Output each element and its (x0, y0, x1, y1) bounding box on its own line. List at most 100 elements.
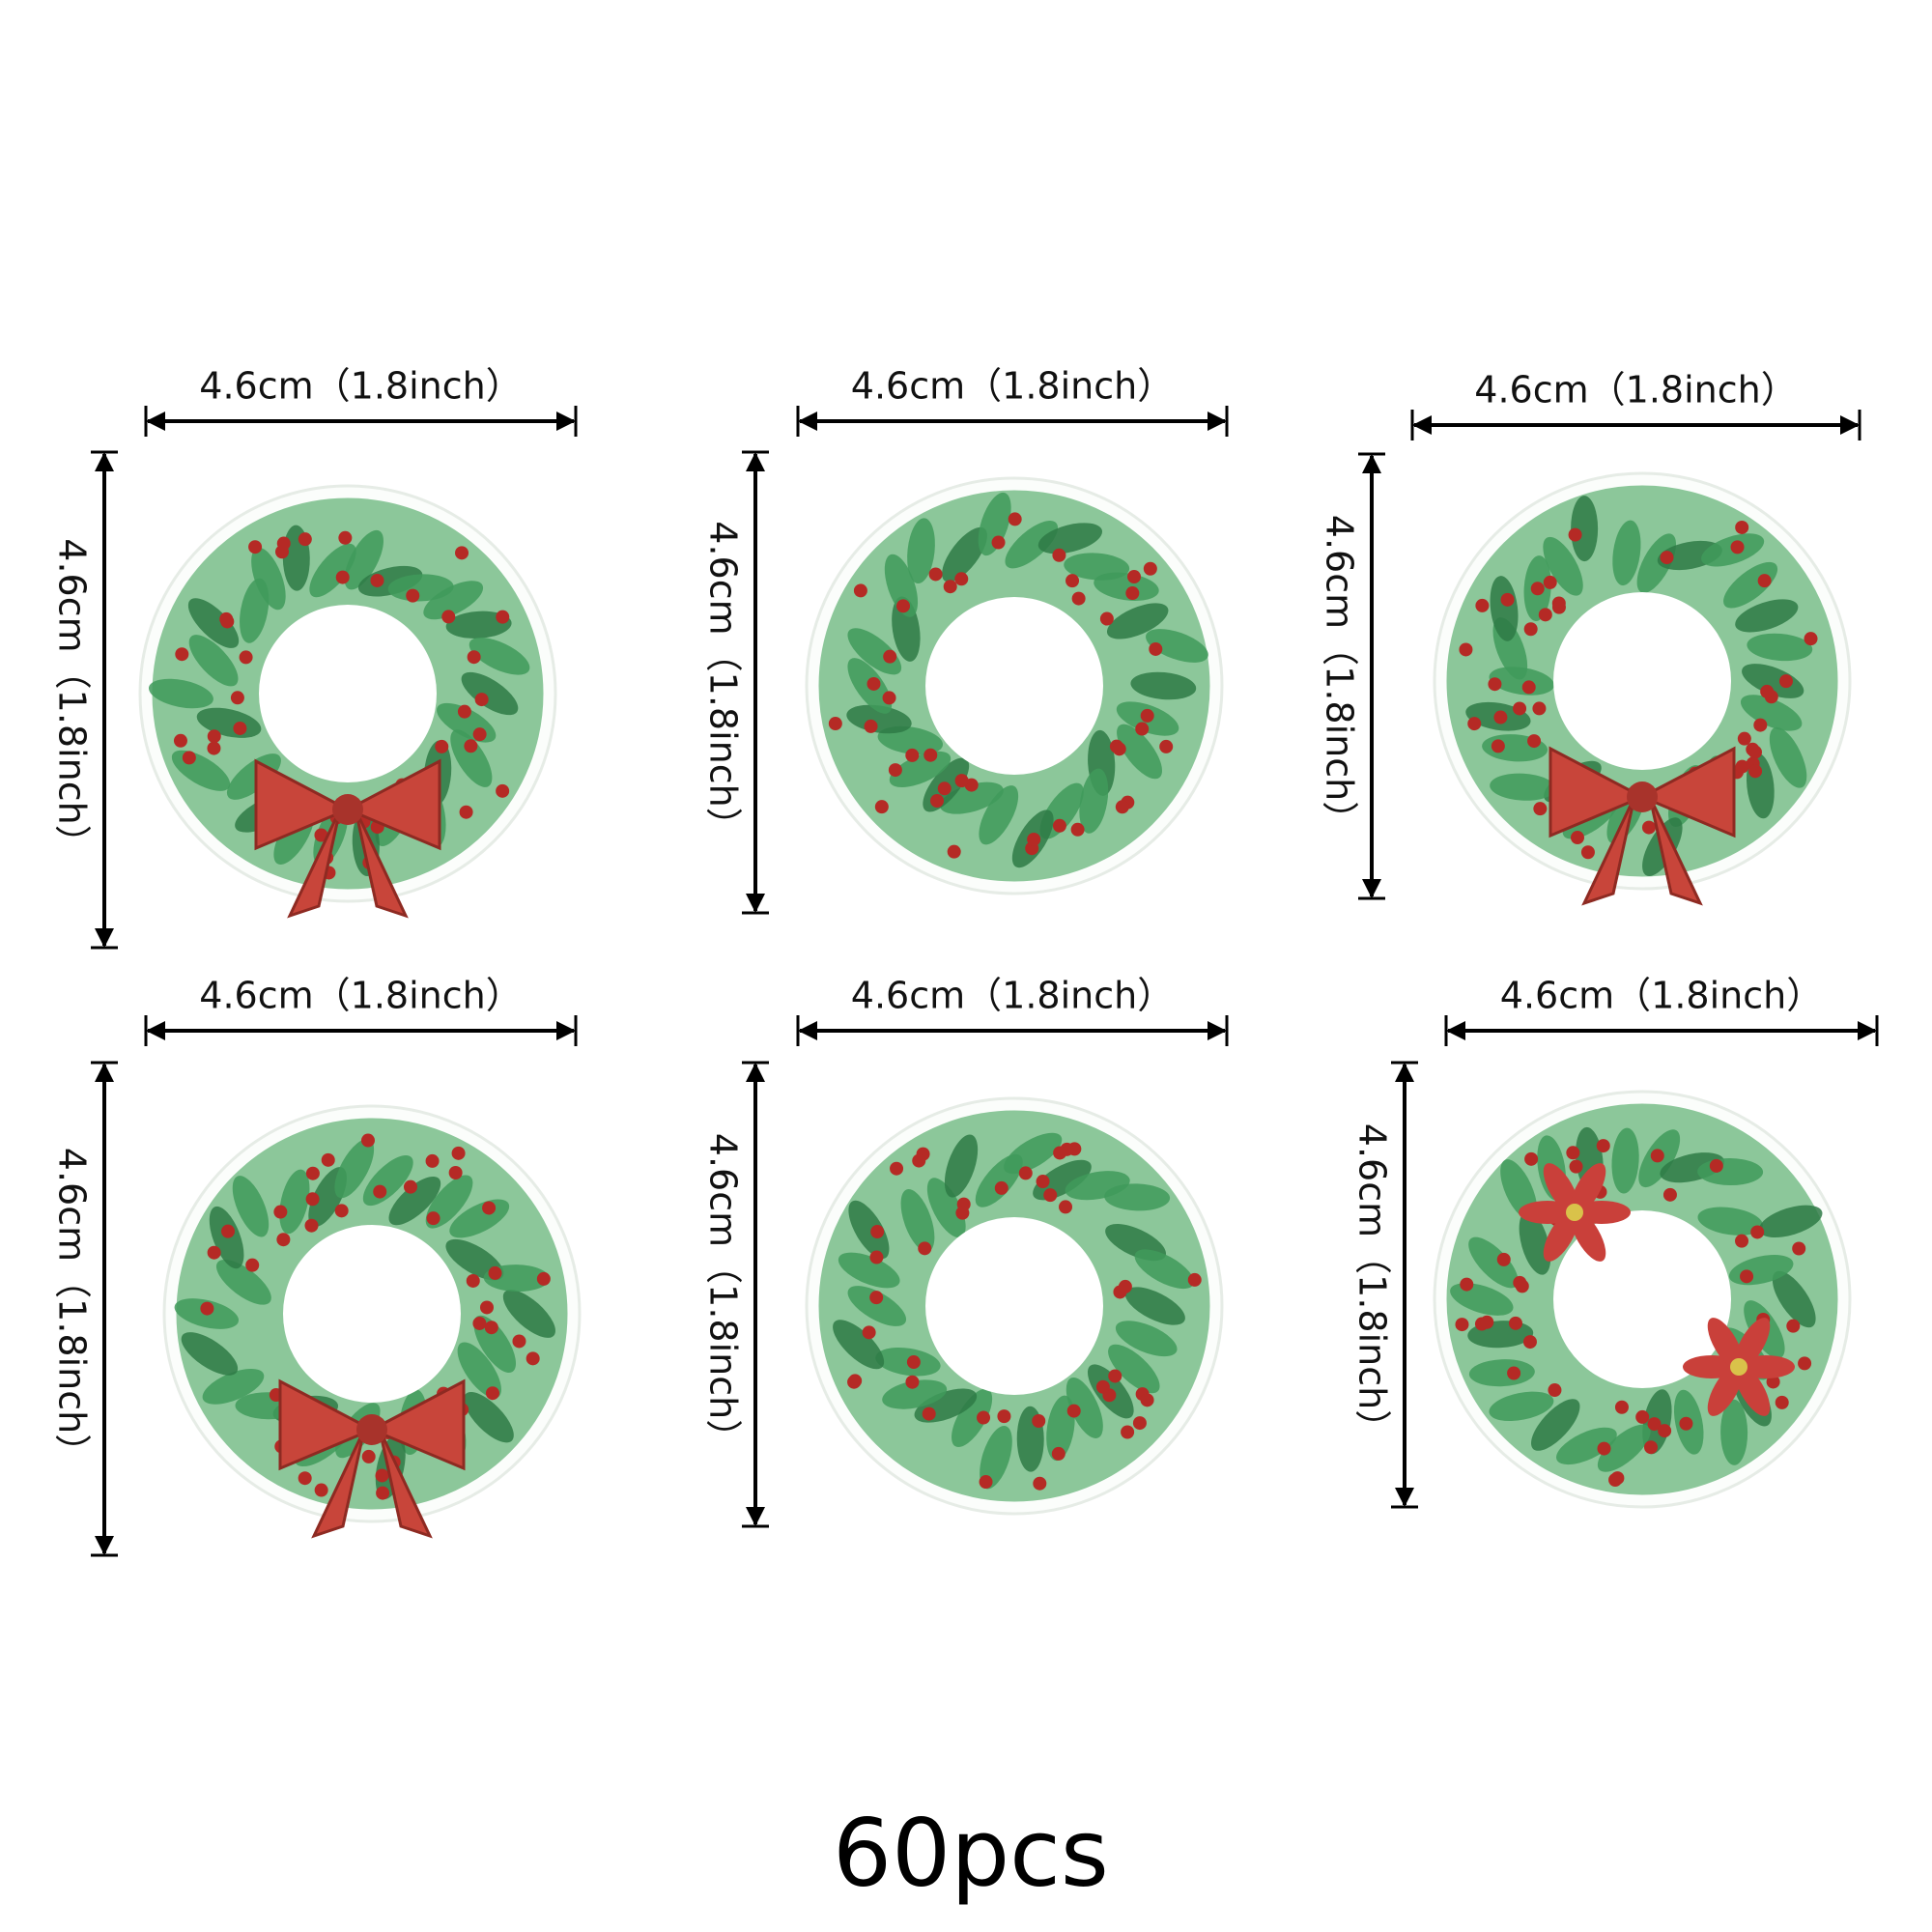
leaf (1720, 1399, 1748, 1465)
height-label: 4.6cm（1.8inch） (702, 521, 745, 843)
berry (298, 1471, 312, 1486)
leaf (502, 1290, 555, 1338)
berry (314, 828, 328, 842)
berry (474, 693, 489, 707)
berry (233, 721, 247, 735)
leaf (469, 638, 530, 675)
berry (1597, 1441, 1611, 1456)
leaf (181, 1332, 239, 1376)
berry (955, 1206, 970, 1220)
berry (335, 570, 350, 584)
berry (1125, 586, 1140, 601)
berry (1735, 1234, 1749, 1248)
berry (923, 748, 938, 762)
berry (173, 733, 187, 748)
wreath (162, 1104, 582, 1539)
leaf (1740, 695, 1803, 731)
leaf (1772, 1270, 1816, 1328)
leaf (1130, 671, 1197, 700)
leaf (344, 529, 384, 590)
berry (273, 1205, 288, 1219)
berry (451, 1146, 466, 1160)
berry (1662, 1187, 1677, 1202)
caption: 60pcs (833, 1799, 1109, 1907)
bow-knot (356, 1414, 387, 1445)
leaf (1543, 536, 1583, 596)
berry (314, 1483, 328, 1497)
berry (1757, 574, 1772, 588)
berry (1036, 1175, 1050, 1189)
leaf (457, 1342, 501, 1399)
berry (360, 1133, 375, 1148)
berry (1521, 680, 1536, 695)
leaf (1134, 1249, 1194, 1290)
leaf (1468, 1359, 1535, 1387)
leaf (1094, 572, 1159, 601)
leaf (1489, 1391, 1554, 1422)
berry (1778, 674, 1793, 689)
berry (1766, 1375, 1780, 1389)
berry (484, 1321, 498, 1335)
berry (1143, 561, 1157, 576)
poinsettia-petal (1734, 1364, 1771, 1416)
berry (1523, 622, 1538, 637)
leaf (907, 518, 935, 584)
berry (496, 783, 510, 798)
berry (1149, 641, 1163, 656)
bow (254, 758, 441, 851)
berry (1804, 632, 1818, 646)
berry (1459, 642, 1473, 657)
berry (1127, 570, 1142, 584)
leaf (187, 598, 240, 648)
berry (991, 535, 1006, 550)
berry (1522, 1335, 1537, 1350)
berry (888, 763, 902, 778)
berry (304, 1218, 319, 1233)
leaf (279, 1169, 310, 1235)
berry (1798, 1356, 1812, 1371)
berry (536, 1271, 551, 1286)
sticker-item: 4.6cm（1.8inch） 4.6cm（1.8inch） (1319, 369, 1861, 906)
wreath-center (259, 605, 437, 782)
sticker-item: 4.6cm（1.8inch） 4.6cm（1.8inch） (51, 975, 582, 1557)
leaf (1735, 599, 1799, 633)
leaf (1490, 576, 1519, 641)
leaf (944, 1134, 979, 1198)
leaf (1108, 1344, 1160, 1394)
berry (1121, 1425, 1135, 1439)
leaf (215, 1259, 271, 1305)
leaf (1106, 603, 1169, 639)
berry (1543, 575, 1557, 589)
leaf (445, 611, 512, 639)
berry (905, 748, 920, 762)
leaf (1758, 1205, 1823, 1238)
leaf (226, 753, 281, 800)
berry (1748, 764, 1763, 779)
berry (930, 793, 945, 808)
berry (1641, 820, 1656, 835)
leaf (926, 1178, 966, 1238)
berry (883, 649, 897, 664)
berry (435, 739, 449, 753)
leaf (202, 1368, 265, 1405)
leaf (450, 729, 493, 787)
leaf (942, 526, 987, 582)
berry (1740, 1269, 1754, 1284)
height-label: 4.6cm（1.8inch） (1351, 1123, 1394, 1446)
leaf (979, 785, 1019, 845)
berry (1052, 548, 1066, 562)
berry (1730, 540, 1745, 554)
leaf (1065, 1378, 1103, 1438)
berry (1530, 582, 1545, 596)
leaf (980, 1425, 1012, 1490)
height-label: 4.6cm（1.8inch） (51, 538, 94, 861)
berry (406, 588, 420, 603)
berry (1032, 1414, 1046, 1429)
berry (1532, 701, 1547, 716)
berry (1066, 1404, 1081, 1418)
berry (1059, 1200, 1073, 1214)
bow (1548, 746, 1736, 838)
leaf (1490, 773, 1556, 801)
leaf (978, 492, 1011, 556)
